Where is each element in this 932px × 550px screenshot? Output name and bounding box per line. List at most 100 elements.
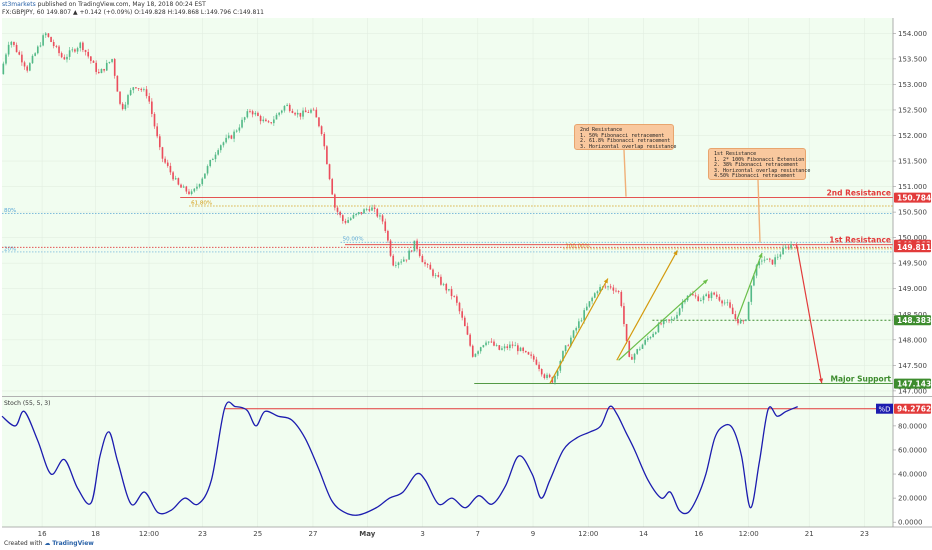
candle-body (10, 41, 13, 45)
candle-body (243, 117, 246, 120)
candle-body (341, 215, 344, 221)
fibonacci-lines: 61.80% 80% 50.00% 100.00% 20% (2, 200, 893, 252)
note-pointer (757, 179, 761, 243)
projection-arrows (549, 149, 824, 384)
candle-body (498, 345, 501, 350)
candle-body (715, 294, 718, 297)
candle-body (331, 179, 334, 195)
candle-body (312, 109, 315, 111)
candle-body (132, 87, 135, 91)
candle-body (288, 104, 291, 111)
candle-body (641, 344, 644, 349)
fib-label: 61.80% (191, 200, 212, 206)
note-pointer (623, 149, 627, 197)
candle-body (63, 57, 66, 60)
stoch-tick-label: 60.0000 (898, 446, 927, 454)
candle-body (774, 257, 776, 265)
price-badge-label: 150.784 (897, 193, 931, 202)
candle-body (490, 341, 493, 343)
candle-body (408, 250, 410, 260)
candle-body (76, 48, 79, 52)
candle-body (15, 44, 18, 53)
candle-body (450, 289, 453, 297)
candle-body (373, 207, 376, 209)
candle-body (538, 364, 540, 370)
candle-body (79, 42, 82, 49)
candle-body (291, 110, 294, 113)
candle-body (607, 286, 609, 288)
time-tick-label: 12:00 (739, 530, 759, 538)
candle-body (357, 212, 360, 214)
candle-body (172, 172, 174, 180)
price-tick-label: 149.000 (898, 285, 927, 293)
candle-body (649, 337, 652, 339)
candle-body (745, 319, 747, 321)
candle-body (318, 117, 320, 127)
candle-body (164, 158, 166, 163)
candle-body (148, 96, 151, 102)
stoch-title: Stoch (55, 5, 3) (4, 400, 50, 407)
author-link[interactable]: st3markets (2, 1, 36, 8)
candle-body (487, 341, 490, 343)
price-badge (894, 315, 931, 326)
candle-body (495, 345, 498, 347)
candle-body (782, 248, 784, 255)
candle-body (97, 71, 100, 74)
candle-body (474, 353, 477, 357)
candle-body (567, 345, 570, 347)
candle-body (440, 276, 442, 285)
candle-body (82, 42, 84, 51)
candle-body (71, 49, 74, 51)
candle-body (307, 112, 310, 113)
candle-body (710, 292, 713, 299)
candle-body (556, 370, 559, 376)
time-tick-label: 14 (639, 530, 648, 538)
candle-body (631, 356, 633, 360)
candle-body (625, 324, 628, 341)
candle-body (193, 188, 196, 192)
footer-brand[interactable]: TradingView (52, 540, 94, 547)
candle-body (7, 44, 10, 55)
candle-body (702, 296, 705, 301)
candle-body (612, 287, 615, 291)
candle-body (517, 345, 519, 352)
candle-body (190, 191, 193, 194)
candle-body (753, 275, 755, 286)
price-tick-label: 153.000 (898, 81, 927, 89)
candle-body (768, 258, 771, 260)
price-tick-label: 152.500 (898, 106, 927, 114)
price-badge-label: 149.811 (897, 243, 931, 252)
stoch-pane-background[interactable] (2, 397, 893, 527)
fib-label: 20% (4, 246, 16, 252)
candle-body (68, 50, 71, 57)
candle-body (254, 112, 257, 115)
candle-body (615, 290, 617, 292)
candle-body (564, 345, 567, 352)
price-tick-label: 150.000 (898, 234, 927, 242)
candle-body (336, 207, 339, 212)
candle-body (599, 286, 601, 292)
candle-body (707, 294, 710, 299)
candle-body (593, 293, 596, 298)
axes: 147.000 147.500 148.000 148.500 149.000 149.5… (2, 18, 932, 538)
arrow-head (673, 250, 678, 256)
price-pane-background[interactable] (2, 18, 893, 396)
candle-body (737, 318, 739, 324)
candle-body (185, 186, 188, 192)
candle-body (665, 319, 668, 321)
candle-body (620, 291, 623, 307)
candle-body (344, 220, 347, 223)
candle-body (742, 320, 745, 322)
stoch-series-badge (876, 403, 893, 414)
candle-body (320, 126, 323, 134)
candle-body (111, 59, 113, 62)
candle-body (352, 215, 355, 219)
candle-body (761, 260, 763, 262)
arrow-shaft (796, 245, 823, 384)
candle-body (209, 160, 212, 167)
candle-body (135, 87, 137, 89)
candle-body (137, 88, 140, 89)
candle-body (543, 374, 546, 379)
candle-body (174, 178, 177, 180)
